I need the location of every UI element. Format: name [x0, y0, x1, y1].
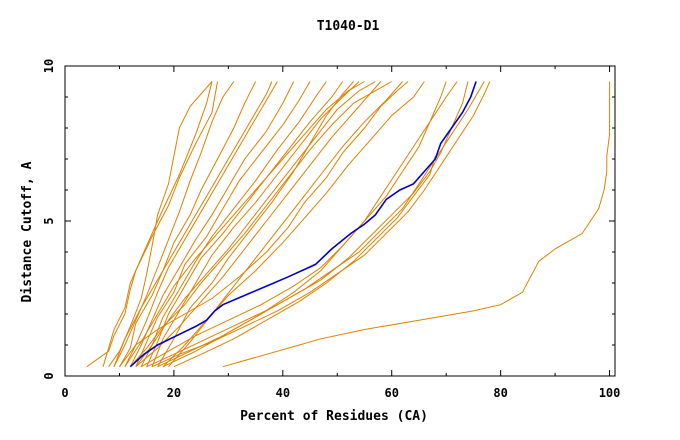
series-line-7	[124, 81, 278, 367]
series-line-2	[86, 81, 218, 368]
x-tick-label: 40	[276, 386, 290, 400]
series-line-1	[222, 81, 611, 368]
series-line-26	[124, 81, 365, 367]
series-line-19	[146, 81, 485, 368]
series-line-11	[146, 81, 344, 367]
y-axis-ticks: 0 5 10	[42, 59, 615, 380]
x-axis-label: Percent of Residues (CA)	[240, 409, 428, 424]
series-line-12	[151, 81, 360, 367]
series-line-3	[102, 81, 213, 367]
series-line-4	[108, 81, 213, 367]
series-line-22	[162, 81, 447, 368]
series-line-14	[129, 81, 392, 368]
x-tick-label: 80	[493, 386, 507, 400]
series-line-6	[119, 81, 257, 367]
highlight-layer	[129, 81, 477, 368]
x-axis-ticks: 0 20 40 60 80 100	[61, 66, 620, 400]
series-line-20	[151, 81, 491, 368]
series-line-23	[173, 155, 436, 368]
series-line-27	[113, 81, 273, 367]
x-tick-label: 100	[599, 386, 621, 400]
series-line-16	[119, 81, 409, 368]
series-line-17	[162, 81, 425, 368]
y-axis-label: Distance Cutoff, A	[20, 161, 35, 302]
series-line-5	[113, 81, 235, 367]
series-line-13	[135, 81, 376, 368]
y-tick-label: 0	[42, 372, 56, 379]
series-line-10	[140, 81, 327, 367]
series-line-24	[135, 81, 382, 368]
y-tick-label: 5	[42, 217, 56, 224]
x-tick-label: 20	[167, 386, 181, 400]
y-tick-label: 10	[42, 59, 56, 73]
highlight-series-line	[129, 81, 477, 368]
series-layer	[86, 81, 611, 368]
series-line-15	[157, 81, 354, 367]
series-line-8	[129, 81, 295, 367]
series-line-9	[135, 81, 311, 367]
x-tick-label: 0	[61, 386, 68, 400]
x-tick-label: 60	[385, 386, 399, 400]
chart-title: T1040-D1	[317, 19, 380, 34]
